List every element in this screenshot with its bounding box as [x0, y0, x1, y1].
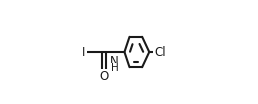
- Text: H: H: [111, 63, 119, 73]
- Text: N: N: [110, 55, 119, 68]
- Text: O: O: [100, 70, 109, 83]
- Text: Cl: Cl: [155, 46, 166, 58]
- Text: I: I: [82, 46, 86, 58]
